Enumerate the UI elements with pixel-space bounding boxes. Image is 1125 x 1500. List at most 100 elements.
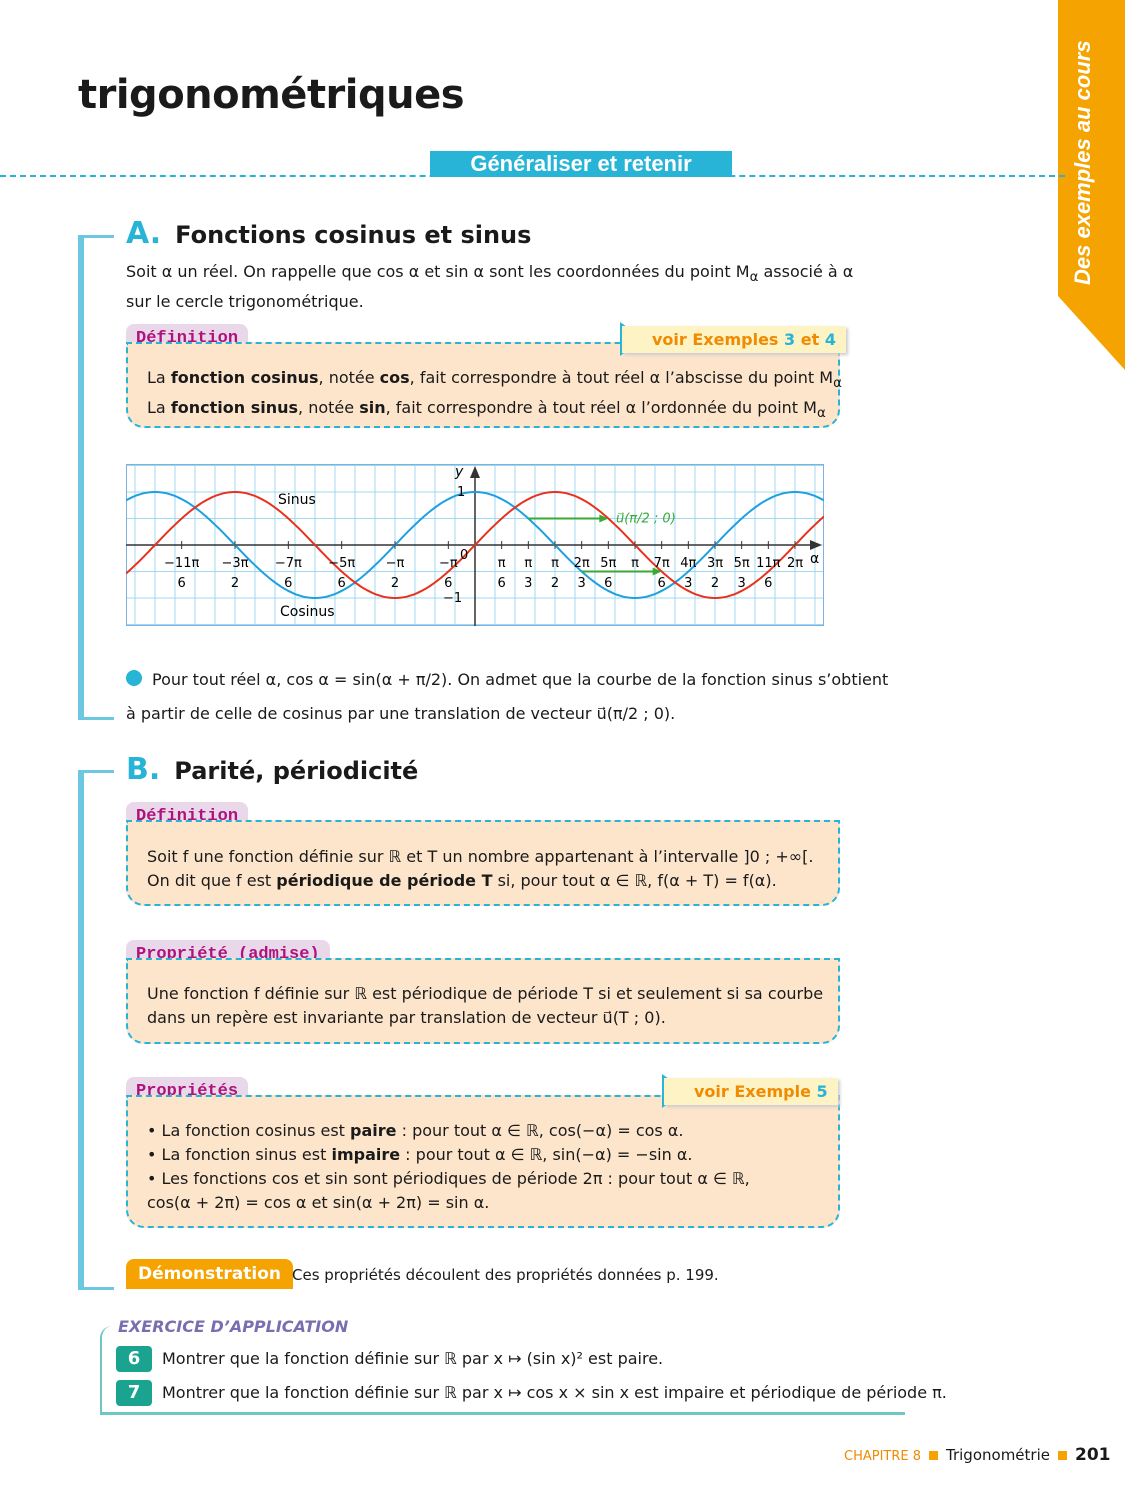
tick-label: 1 xyxy=(457,485,465,500)
tick-label: 2 xyxy=(231,576,239,591)
x-axis-label: α xyxy=(810,551,819,567)
voir-label: voir Exemples 3 et 4 xyxy=(622,325,846,353)
footer-subject: Trigonométrie xyxy=(946,1446,1050,1464)
page-title: trigonométriques xyxy=(78,72,465,118)
section-a-intro: Soit α un réel. On rappelle que cos α et… xyxy=(126,260,853,314)
bullet-icon xyxy=(126,670,142,686)
propriete-admise-text: Une fonction f définie sur ℝ est périodi… xyxy=(147,982,823,1030)
t: • La fonction sinus est xyxy=(147,1145,332,1164)
side-tab-label: Des exemples au cours xyxy=(1070,40,1095,285)
tick-label: 6 xyxy=(338,576,346,591)
exercise-item[interactable]: 7 Montrer que la fonction définie sur ℝ … xyxy=(116,1380,947,1406)
tick-label: 3 xyxy=(524,576,532,591)
tick-label: 5π xyxy=(734,556,750,571)
t: , notée xyxy=(318,368,380,387)
tick-label: 2 xyxy=(551,576,559,591)
sinus-label: Sinus xyxy=(278,492,316,508)
t: dans un repère est invariante par transl… xyxy=(147,1008,666,1027)
t: : pour tout α ∈ ℝ, cos(−α) = cos α. xyxy=(396,1121,684,1140)
t: fonction sinus xyxy=(170,398,299,418)
intro-text: sur le cercle trigonométrique. xyxy=(126,292,364,312)
intro-sub: α xyxy=(749,270,759,286)
voir-exemples-link[interactable]: voir Exemples 3 et 4 xyxy=(620,322,846,356)
section-title: Fonctions cosinus et sinus xyxy=(175,221,532,249)
t: si, pour tout α ∈ ℝ, f(α + T) = f(α). xyxy=(492,871,777,890)
cosinus-curve xyxy=(126,491,824,599)
t: cos(α + 2π) = cos α et sin(α + 2π) = sin… xyxy=(147,1193,490,1212)
tick-label: −11π xyxy=(164,556,199,571)
tick-label: −5π xyxy=(328,556,355,571)
t: Une fonction f définie sur ℝ est périodi… xyxy=(147,984,824,1003)
voir-num: 4 xyxy=(824,329,836,349)
tick-label: 5π xyxy=(600,556,616,571)
voir-num: 5 xyxy=(816,1081,828,1101)
t: α xyxy=(833,376,842,392)
y-axis-label: y xyxy=(454,464,464,480)
exercise-label: EXERCICE D’APPLICATION xyxy=(112,1317,355,1336)
voir-text: et xyxy=(795,329,825,349)
voir-text: voir Exemples xyxy=(652,329,785,349)
tick-label: 6 xyxy=(444,576,452,591)
voir-label: voir Exemple 5 xyxy=(664,1077,838,1105)
proprietes-text: • La fonction cosinus est paire : pour t… xyxy=(147,1119,750,1215)
footer-chapter: CHAPITRE 8 xyxy=(844,1449,922,1464)
tick-label: −π xyxy=(386,556,405,571)
exercise-frame xyxy=(100,1326,905,1415)
tick-label: π xyxy=(498,556,506,571)
t: • Les fonctions cos et sin sont périodiq… xyxy=(147,1169,750,1188)
tick-label: −7π xyxy=(275,556,302,571)
demonstration-text: Ces propriétés découlent des propriétés … xyxy=(292,1266,719,1284)
t: , notée xyxy=(298,398,360,418)
t: périodique de période T xyxy=(276,871,493,890)
page-number: 201 xyxy=(1074,1445,1111,1465)
demonstration-label: Démonstration xyxy=(126,1259,293,1289)
exercise-number: 6 xyxy=(116,1346,152,1372)
square-icon xyxy=(929,1451,939,1460)
section-letter: B. xyxy=(126,752,161,787)
footer: CHAPITRE 8 Trigonométrie 201 xyxy=(844,1445,1110,1465)
t: • La fonction cosinus est xyxy=(147,1121,351,1140)
tick-label: 3 xyxy=(738,576,746,591)
tick-label: 7π xyxy=(654,556,670,571)
cos-sin-graph: u⃗(π/2 ; 0) y α 1 −1 0 Sinus Cosinus −11π 6 −3π 2 −7… xyxy=(126,464,824,626)
tick-label: −1 xyxy=(443,591,462,606)
t: paire xyxy=(350,1121,397,1140)
tick-label: 2π xyxy=(574,556,590,571)
t: La xyxy=(147,398,171,418)
tick-label: −3π xyxy=(222,556,249,571)
t: α xyxy=(816,406,826,422)
section-letter: A. xyxy=(126,216,162,251)
definition-box-b xyxy=(126,820,840,906)
voir-text: voir Exemple xyxy=(694,1081,817,1101)
tick-label: π xyxy=(631,556,639,571)
section-title: Parité, périodicité xyxy=(174,757,419,785)
definition-text-a: La fonction cosinus, notée cos, fait cor… xyxy=(147,366,842,426)
definition-box-a xyxy=(126,342,840,428)
voir-exemple-link[interactable]: voir Exemple 5 xyxy=(662,1074,838,1108)
property-line-2: à partir de celle de cosinus par une tra… xyxy=(126,704,676,723)
tick-label: 3π xyxy=(707,556,723,571)
exercise-text: Montrer que la fonction définie sur ℝ pa… xyxy=(162,1383,947,1402)
exercise-number: 7 xyxy=(116,1380,152,1406)
vector-arrowhead-icon xyxy=(652,567,662,576)
tick-label: 6 xyxy=(284,576,292,591)
t: , fait correspondre à tout réel α l’absc… xyxy=(409,368,834,387)
intro-text: Soit α un réel. On rappelle que cos α et… xyxy=(126,262,750,281)
section-a-bracket xyxy=(78,235,114,720)
property-line-1: Pour tout réel α, cos α = sin(α + π/2). … xyxy=(152,670,889,689)
exercise-item[interactable]: 6 Montrer que la fonction définie sur ℝ … xyxy=(116,1346,663,1372)
proprietes-box xyxy=(126,1095,840,1228)
t: fonction cosinus xyxy=(170,368,319,387)
tick-label: 2 xyxy=(391,576,399,591)
section-b-heading: B. Parité, périodicité xyxy=(126,752,418,787)
section-banner: Généraliser et retenir xyxy=(430,151,732,177)
t: Soit f une fonction définie sur ℝ et T u… xyxy=(147,847,814,866)
exercise-text: Montrer que la fonction définie sur ℝ pa… xyxy=(162,1349,664,1368)
intro-text: associé à α xyxy=(758,262,854,281)
tick-label: 2 xyxy=(711,576,719,591)
section-a-heading: A. Fonctions cosinus et sinus xyxy=(126,216,531,251)
sinus-curve xyxy=(126,491,824,599)
t: , fait correspondre à tout réel α l’ordo… xyxy=(385,398,817,418)
vector-arrowhead-icon xyxy=(599,514,609,523)
definition-text-b: Soit f une fonction définie sur ℝ et T u… xyxy=(147,845,813,893)
